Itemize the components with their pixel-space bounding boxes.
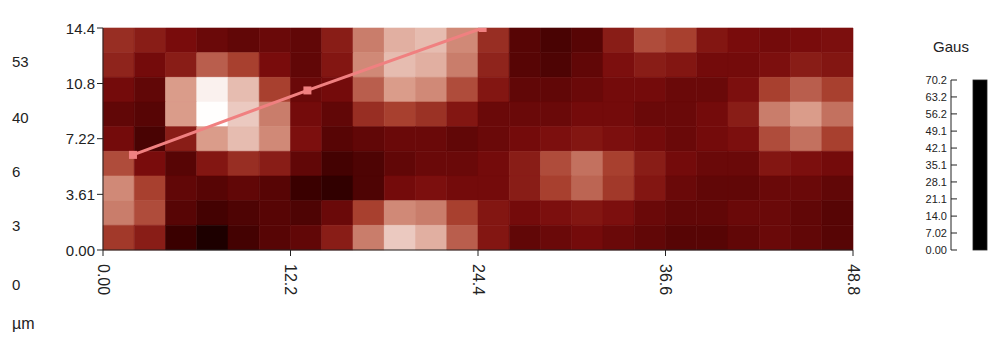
html-text:3: 3	[12, 217, 21, 234]
svg-text:21.1: 21.1	[926, 193, 947, 205]
svg-text:28.1: 28.1	[926, 176, 947, 188]
svg-text:48.8: 48.8	[845, 264, 862, 295]
svg-text:36.6: 36.6	[657, 264, 674, 295]
svg-text:14.0: 14.0	[926, 210, 947, 222]
svg-text:24.4: 24.4	[470, 264, 487, 295]
svg-text:0.00: 0.00	[926, 244, 947, 256]
svg-text:0.00: 0.00	[66, 242, 95, 259]
svg-text:63.2: 63.2	[926, 91, 947, 103]
svg-text:3.61: 3.61	[66, 186, 95, 203]
svg-text:7.22: 7.22	[66, 130, 95, 147]
svg-text:56.2: 56.2	[926, 108, 947, 120]
svg-text:7.02: 7.02	[926, 227, 947, 239]
svg-text:42.1: 42.1	[926, 142, 947, 154]
html-text:53: 53	[12, 53, 29, 70]
html-text:µm: µm	[12, 315, 35, 332]
html-text:40: 40	[12, 109, 29, 126]
html-text:6: 6	[12, 163, 21, 180]
svg-text:70.2: 70.2	[926, 74, 947, 86]
svg-text:Gaus: Gaus	[933, 38, 969, 55]
svg-text:10.8: 10.8	[66, 75, 95, 92]
svg-text:14.4: 14.4	[66, 20, 95, 37]
svg-text:49.1: 49.1	[926, 125, 947, 137]
html-text:0: 0	[12, 276, 21, 293]
svg-text:35.1: 35.1	[926, 159, 947, 171]
svg-text:12.2: 12.2	[282, 264, 299, 295]
svg-text:0.00: 0.00	[95, 264, 112, 295]
